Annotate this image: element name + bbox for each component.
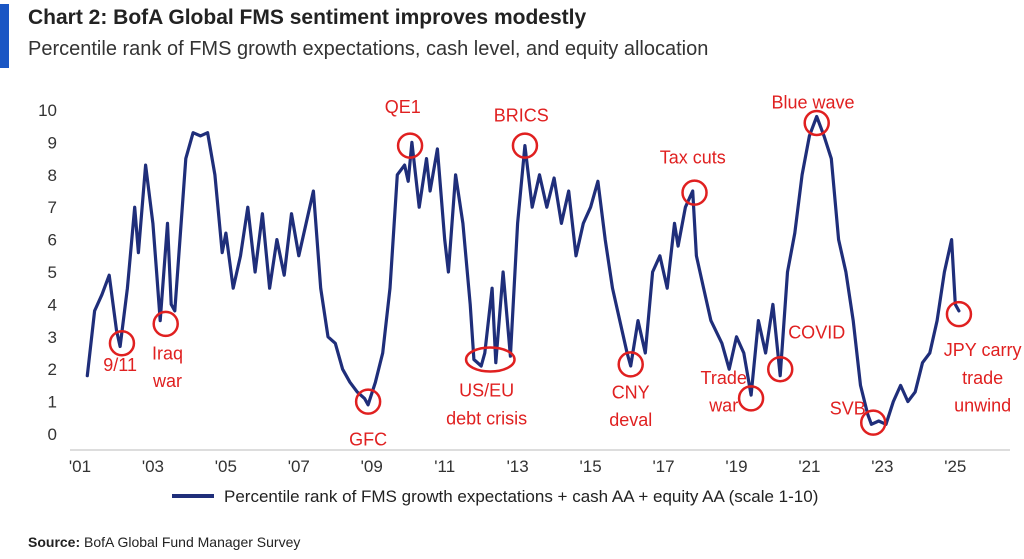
y-tick-label: 6 (48, 231, 57, 250)
annotation-label: CNY (612, 382, 650, 402)
annotation-marker (152, 310, 179, 338)
annotation-marker (511, 132, 539, 159)
annotation-label: Blue wave (772, 92, 855, 112)
x-tick-label: '21 (798, 457, 820, 476)
annotation-marker (737, 385, 765, 412)
annotation-marker (108, 330, 136, 357)
x-tick-label: '05 (215, 457, 237, 476)
annotation-label: war (708, 395, 738, 415)
series-line (85, 114, 961, 426)
annotation-marker (859, 409, 887, 436)
annotation-label: Trade (701, 368, 747, 388)
y-tick-label: 4 (48, 295, 57, 314)
annotation-marker (617, 351, 644, 378)
legend: Percentile rank of FMS growth expectatio… (172, 487, 818, 506)
x-tick-label: '15 (580, 457, 602, 476)
y-tick-label: 1 (48, 393, 57, 412)
annotation-label: debt crisis (446, 408, 527, 428)
x-tick-label: '17 (652, 457, 674, 476)
annotation-label: QE1 (385, 97, 421, 117)
annotation-label: GFC (349, 429, 387, 449)
y-tick-label: 2 (48, 360, 57, 379)
annotation-label: COVID (788, 322, 845, 342)
chart-subtitle: Percentile rank of FMS growth expectatio… (28, 38, 709, 60)
annotation-label: JPY carry (944, 340, 1022, 360)
chart-title: Chart 2: BofA Global FMS sentiment impro… (28, 6, 587, 29)
x-tick-label: '13 (507, 457, 529, 476)
annotation-label: Iraq (152, 343, 183, 363)
annotation-label: SVB (830, 399, 866, 419)
annotation-label: deval (609, 410, 652, 430)
source-label: Source: (28, 534, 81, 550)
y-tick-label: 10 (38, 101, 57, 120)
source-text: BofA Global Fund Manager Survey (84, 534, 301, 550)
annotation-label: trade (962, 368, 1003, 388)
annotation-label: 9/11 (103, 355, 137, 375)
source-note: Source: BofA Global Fund Manager Survey (28, 534, 300, 550)
annotation-marker (803, 109, 830, 137)
x-tick-label: '19 (725, 457, 747, 476)
annotation-label: US/EU (459, 381, 514, 401)
y-tick-label: 8 (48, 166, 57, 185)
accent-bar (0, 4, 9, 68)
annotation-label: BRICS (494, 105, 549, 125)
annotation-marker (945, 300, 973, 328)
y-axis: 0 1 2 3 4 5 6 7 8 9 10 (38, 101, 57, 444)
annotation-label: Tax cuts (660, 147, 726, 167)
x-tick-label: '01 (69, 457, 91, 476)
y-tick-label: 3 (48, 328, 57, 347)
x-tick-label: '23 (871, 457, 893, 476)
y-tick-label: 5 (48, 263, 57, 282)
y-tick-label: 7 (48, 198, 57, 217)
x-tick-label: '25 (944, 457, 966, 476)
annotation-label: war (152, 371, 182, 391)
x-tick-label: '03 (142, 457, 164, 476)
y-tick-label: 9 (48, 133, 57, 152)
y-tick-label: 0 (48, 425, 57, 444)
legend-label: Percentile rank of FMS growth expectatio… (224, 487, 818, 506)
x-tick-label: '07 (288, 457, 310, 476)
annotation-marker (396, 132, 424, 159)
annotations: 9/11 Iraq war GFC QE1 US/EU debt crisis BRICS Ta… (103, 92, 1021, 449)
x-tick-label: '09 (361, 457, 383, 476)
annotation-label: unwind (954, 395, 1011, 415)
annotation-marker (354, 388, 382, 415)
annotation-marker (681, 179, 708, 206)
x-tick-label: '11 (434, 457, 455, 476)
x-axis: '01 '03 '05 '07 '09 '11 '13 '15 '17 '19 '21 '23 '25 (69, 449, 1010, 476)
annotation-marker (766, 355, 794, 383)
annotation-marker (464, 346, 516, 373)
